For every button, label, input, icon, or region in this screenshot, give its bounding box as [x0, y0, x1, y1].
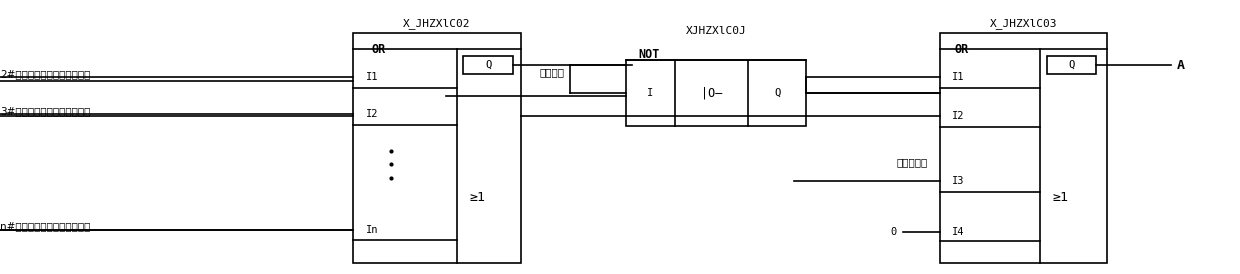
- Text: |O–: |O–: [701, 87, 722, 100]
- Text: 矫直机紧停: 矫直机紧停: [897, 157, 928, 167]
- Text: In: In: [366, 225, 378, 235]
- Bar: [464, 56, 513, 74]
- Text: n#矫直辊轴向传动逆变器故障: n#矫直辊轴向传动逆变器故障: [0, 221, 91, 231]
- Text: 2#矫直辊轴向传动逆变器故障: 2#矫直辊轴向传动逆变器故障: [0, 69, 91, 79]
- Bar: [626, 60, 806, 126]
- Text: I3: I3: [952, 176, 965, 186]
- Bar: [1047, 56, 1096, 74]
- Bar: [353, 33, 521, 263]
- Text: I4: I4: [952, 227, 965, 236]
- Text: 3#矫直辊轴向传动逆变器故障: 3#矫直辊轴向传动逆变器故障: [0, 106, 91, 116]
- Text: X_JHZXlC03: X_JHZXlC03: [990, 18, 1058, 29]
- Text: I2: I2: [366, 109, 378, 119]
- Text: Q: Q: [1068, 60, 1075, 70]
- Text: 0: 0: [890, 227, 897, 236]
- Text: ≥1: ≥1: [1053, 191, 1069, 204]
- Text: XJHZXlC0J: XJHZXlC0J: [686, 26, 746, 36]
- Text: 换辊方式: 换辊方式: [539, 67, 564, 77]
- Text: ≥1: ≥1: [470, 191, 486, 204]
- Text: OR: OR: [372, 43, 386, 56]
- Text: A: A: [1177, 59, 1184, 72]
- Text: I2: I2: [952, 112, 965, 121]
- Text: X_JHZXlC02: X_JHZXlC02: [403, 18, 471, 29]
- Text: I1: I1: [366, 72, 378, 82]
- Text: OR: OR: [955, 43, 968, 56]
- Text: I1: I1: [952, 72, 965, 82]
- Text: I: I: [647, 88, 653, 98]
- Text: Q: Q: [774, 88, 780, 98]
- Text: Q: Q: [485, 60, 491, 70]
- Text: NOT: NOT: [639, 48, 660, 61]
- Bar: [940, 33, 1107, 263]
